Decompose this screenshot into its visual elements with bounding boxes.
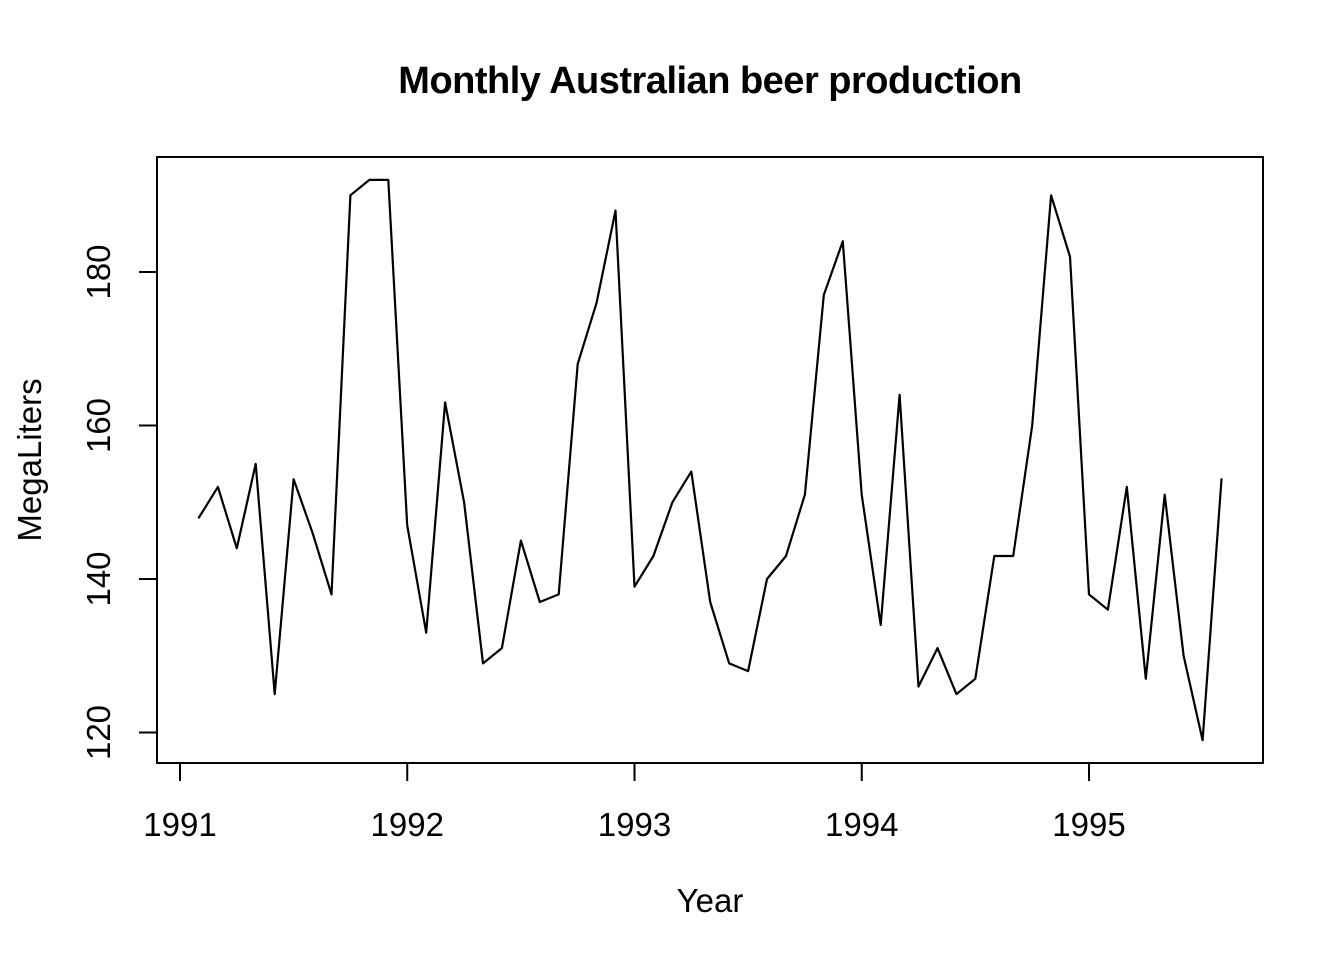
y-axis-tick-label: 120 — [80, 705, 117, 760]
x-axis-tick-label: 1995 — [1052, 806, 1125, 843]
x-axis-tick-label: 1991 — [143, 806, 216, 843]
y-axis-tick-label: 160 — [80, 398, 117, 453]
x-axis-tick-label: 1992 — [371, 806, 444, 843]
y-axis-tick-label: 180 — [80, 244, 117, 299]
chart-title: Monthly Australian beer production — [398, 60, 1021, 102]
x-axis: 1991 1992 1993 1994 1995 — [143, 763, 1126, 843]
data-line — [197, 178, 1223, 742]
x-axis-tick-label: 1993 — [598, 806, 671, 843]
y-axis: 120 140 160 180 — [80, 244, 157, 760]
x-axis-tick-label: 1994 — [825, 806, 898, 843]
y-axis-title: MegaLiters — [11, 378, 48, 541]
plot-box — [156, 156, 1264, 764]
x-axis-title: Year — [677, 882, 744, 919]
y-axis-tick-label: 140 — [80, 551, 117, 606]
